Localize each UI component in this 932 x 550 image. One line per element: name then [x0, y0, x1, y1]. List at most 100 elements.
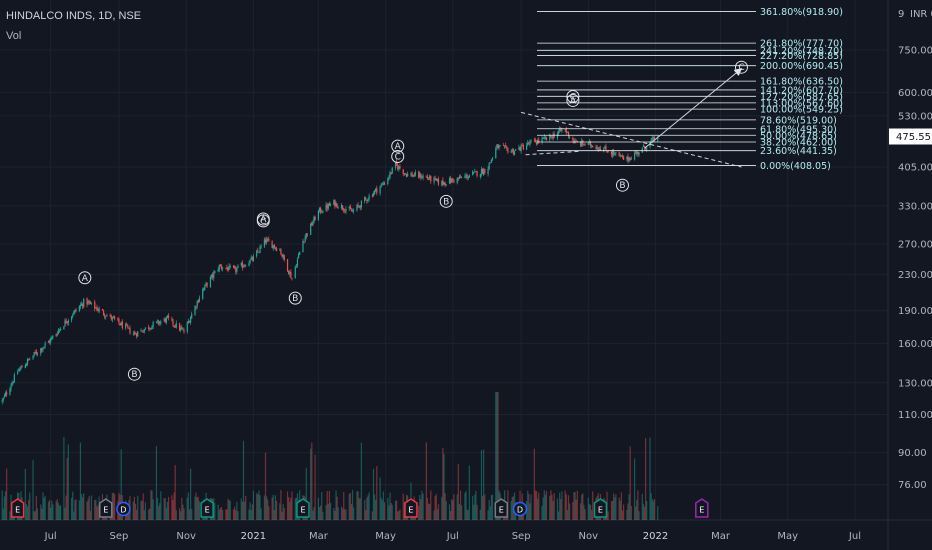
volume-bar [528, 493, 530, 520]
volume-bar [149, 508, 151, 520]
volume-bar [2, 508, 4, 520]
volume-bar [171, 495, 173, 520]
volume-bar [653, 498, 656, 520]
candle-body [127, 325, 129, 328]
trendlines[interactable] [521, 67, 743, 168]
candle-body [124, 324, 127, 328]
candle-body [229, 266, 231, 267]
volume-bar [279, 503, 281, 520]
volume-bar [183, 508, 185, 520]
candle-body [657, 137, 659, 141]
candle-body [55, 334, 57, 337]
volume-bar [55, 501, 57, 520]
symbol-title[interactable]: HINDALCO INDS, 1D, NSE [6, 10, 142, 22]
candle-body [484, 168, 486, 174]
candle-body [413, 175, 415, 177]
candle-body [538, 139, 540, 142]
volume-bar [251, 504, 253, 520]
candle-body [178, 323, 181, 331]
candle-body [10, 385, 12, 390]
event-marker-label: E [699, 506, 704, 515]
candle-body [165, 317, 167, 323]
candle-body [13, 374, 15, 383]
candle-body [299, 251, 301, 255]
volume-bar [427, 503, 430, 520]
candle-body [283, 254, 285, 260]
event-marker-label: E [205, 506, 210, 515]
candle-body [643, 145, 646, 148]
candle-body [249, 259, 251, 263]
volume-bar [182, 504, 184, 520]
candle-body [52, 335, 54, 338]
candle-body [25, 363, 28, 366]
volume-bar [372, 468, 375, 520]
candle-body [172, 319, 174, 325]
candle-body [206, 282, 208, 287]
price-tick-label: 405.00 [898, 163, 932, 174]
wave-label-a: A [391, 139, 405, 153]
volume-bar [190, 468, 192, 520]
volume-bar [391, 504, 393, 520]
volume-bar [343, 491, 345, 520]
candle-body [110, 315, 112, 320]
volume-bar [390, 502, 392, 520]
candle-body [24, 365, 26, 369]
candle-body [75, 310, 77, 311]
candle-body [566, 131, 568, 133]
volume-bar [132, 501, 134, 520]
volume-bar [467, 510, 469, 520]
volume-bar [164, 498, 166, 520]
volume-legend[interactable]: Vol [6, 30, 22, 42]
currency-label: INR 0 [910, 9, 932, 20]
candle-body [257, 250, 259, 252]
volume-bar [327, 503, 329, 520]
candle-body [598, 148, 600, 150]
volume-bar [113, 494, 116, 520]
volume-bar [36, 508, 39, 520]
price-tick-label: 130.00 [898, 378, 932, 389]
volume-bar [66, 457, 68, 520]
volume-bar [399, 509, 401, 520]
candle-body [526, 145, 528, 150]
candle-body [489, 162, 491, 164]
volume-bar [636, 499, 638, 520]
volume-bar [57, 502, 59, 520]
volume-bar [434, 495, 436, 520]
time-axis[interactable]: Jul Sep Nov 2021 Mar May Jul Sep Nov 2022 Mar May Ju… [44, 531, 861, 542]
volume-bar [65, 495, 67, 520]
candle-body [345, 209, 347, 212]
wave-label-text: B [619, 181, 625, 191]
candle-body [306, 233, 308, 235]
volume-bar [495, 392, 497, 520]
volume-bar [97, 504, 99, 520]
candle-body [356, 205, 358, 211]
candle-body [359, 205, 361, 208]
candle-body [610, 151, 613, 155]
volume-bar [367, 495, 369, 520]
candle-body [155, 321, 158, 323]
volume-bar [535, 490, 538, 520]
fibonacci-extension[interactable]: 361.80%(918.90) 261.80%(777.70)241.20%(74… [537, 7, 843, 172]
candle-body [279, 249, 281, 251]
candle-body [259, 246, 261, 253]
candle-body [336, 203, 338, 208]
volume-bar [582, 493, 584, 520]
volume-bar [371, 511, 373, 520]
volume-bar [141, 500, 143, 520]
candle-body [592, 145, 594, 148]
candle-body [453, 180, 455, 183]
candle-body [78, 306, 80, 311]
candle-body [398, 166, 400, 170]
price-axis[interactable]: 9 INR 0 750.00 600.00 530.00 405.00 330.00 270.… [889, 9, 932, 491]
candle-body [550, 134, 552, 137]
candle-body [21, 365, 23, 368]
candle-body [117, 318, 119, 320]
fib-level-label: 38.20%(462.00) [760, 137, 837, 148]
candle-body [73, 311, 75, 315]
volume-bar [52, 504, 54, 520]
candle-body [194, 306, 196, 315]
candle-body [79, 305, 82, 307]
